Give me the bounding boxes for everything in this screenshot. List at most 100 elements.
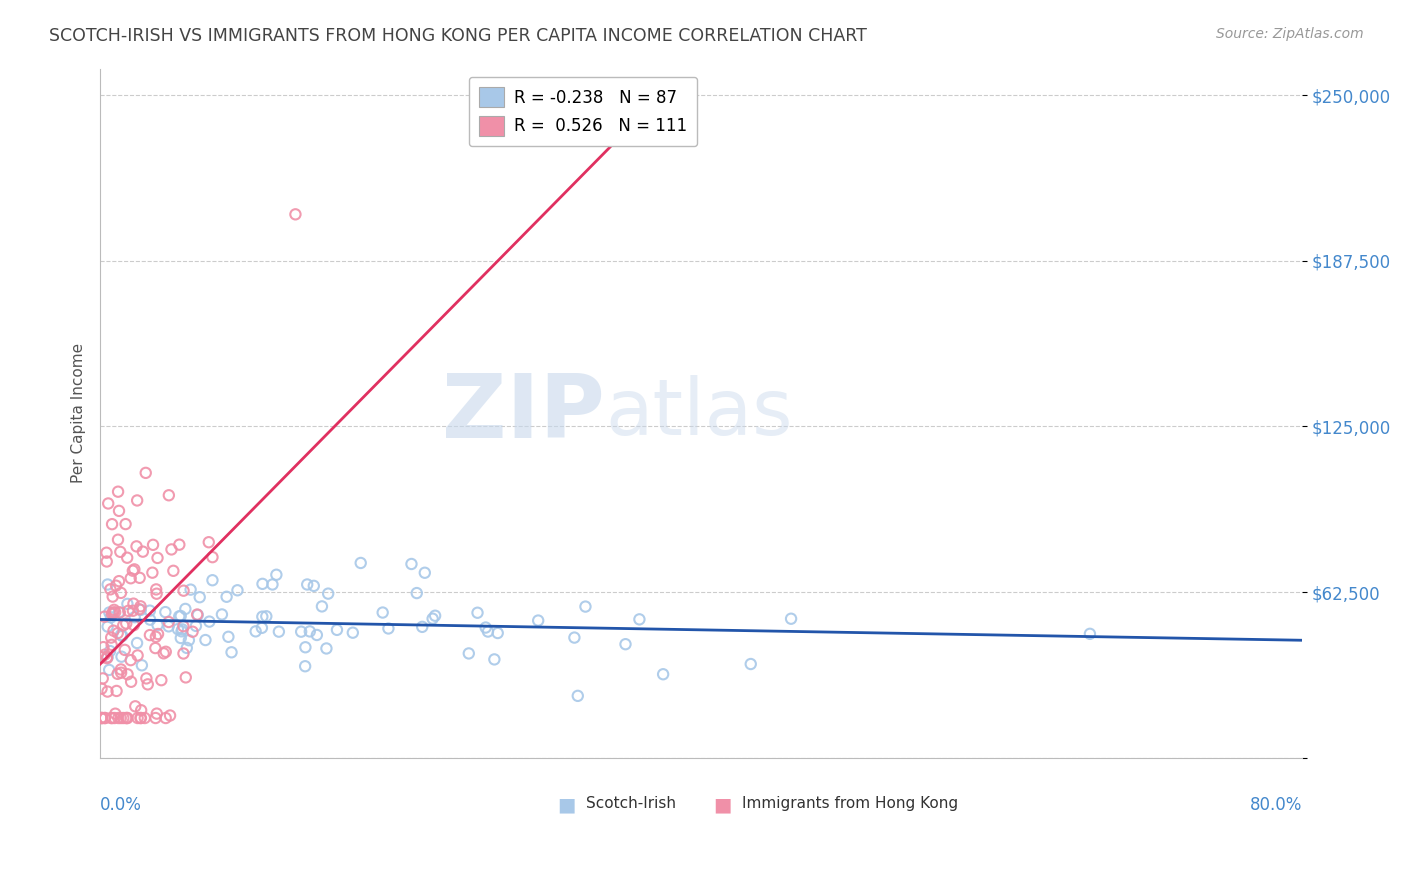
Text: atlas: atlas: [605, 376, 793, 451]
Point: [96, 554, 118, 568]
Point: [94, 711, 117, 725]
Point: [486, 626, 509, 640]
Point: [413, 566, 436, 580]
Text: Source: ZipAtlas.com: Source: ZipAtlas.com: [1216, 27, 1364, 41]
Point: [157, 619, 180, 633]
Point: [139, 604, 162, 618]
Point: [94, 711, 117, 725]
Point: [111, 629, 134, 643]
Point: [110, 586, 132, 600]
Point: [96, 684, 118, 698]
Point: [93, 640, 115, 654]
Point: [484, 652, 506, 666]
Point: [150, 673, 173, 688]
Point: [146, 550, 169, 565]
Point: [172, 623, 194, 637]
Point: [127, 493, 149, 508]
Point: [567, 689, 589, 703]
Point: [302, 579, 325, 593]
Point: [94, 648, 117, 662]
Point: [110, 711, 132, 725]
Point: [122, 597, 145, 611]
Point: [97, 619, 120, 633]
Point: [174, 602, 197, 616]
Point: [117, 604, 139, 618]
Point: [172, 647, 194, 661]
Point: [98, 644, 121, 658]
Point: [129, 703, 152, 717]
Point: [114, 643, 136, 657]
Point: [180, 582, 202, 597]
Point: [194, 633, 217, 648]
Point: [145, 587, 167, 601]
Point: [201, 550, 224, 565]
Point: [131, 658, 153, 673]
Point: [108, 606, 131, 620]
Point: [145, 711, 167, 725]
Point: [405, 586, 427, 600]
Point: [152, 646, 174, 660]
Point: [96, 650, 118, 665]
Point: [135, 672, 157, 686]
Point: [115, 616, 138, 631]
Point: [112, 711, 135, 725]
Point: [377, 622, 399, 636]
Point: [110, 665, 132, 680]
Point: [103, 711, 125, 725]
Point: [129, 599, 152, 614]
Point: [142, 538, 165, 552]
Point: [124, 610, 146, 624]
Point: [170, 624, 193, 639]
Point: [170, 631, 193, 645]
Y-axis label: Per Capita Income: Per Capita Income: [72, 343, 86, 483]
Point: [305, 628, 328, 642]
Point: [103, 603, 125, 617]
Point: [139, 628, 162, 642]
Point: [155, 645, 177, 659]
Point: [628, 612, 651, 626]
Point: [135, 466, 157, 480]
Point: [97, 650, 120, 665]
Point: [146, 627, 169, 641]
Point: [132, 544, 155, 558]
Point: [128, 602, 150, 616]
Point: [457, 647, 479, 661]
Point: [422, 612, 444, 626]
Point: [100, 638, 122, 652]
Point: [114, 517, 136, 532]
Text: SCOTCH-IRISH VS IMMIGRANTS FROM HONG KONG PER CAPITA INCOME CORRELATION CHART: SCOTCH-IRISH VS IMMIGRANTS FROM HONG KON…: [49, 27, 868, 45]
Point: [226, 583, 249, 598]
Point: [211, 607, 233, 622]
Point: [105, 579, 128, 593]
Point: [108, 606, 131, 620]
Point: [201, 573, 224, 587]
Point: [780, 612, 803, 626]
Point: [139, 613, 162, 627]
Text: ■: ■: [713, 796, 731, 814]
Point: [122, 604, 145, 618]
Point: [564, 631, 586, 645]
Point: [121, 564, 143, 578]
Point: [252, 577, 274, 591]
Text: 80.0%: 80.0%: [1250, 796, 1302, 814]
Point: [90, 711, 112, 725]
Point: [315, 641, 337, 656]
Point: [90, 650, 112, 665]
Point: [108, 504, 131, 518]
Point: [141, 566, 163, 580]
Point: [401, 557, 423, 571]
Point: [170, 609, 193, 624]
Point: [90, 711, 112, 725]
Point: [350, 556, 373, 570]
Point: [129, 711, 152, 725]
Point: [162, 564, 184, 578]
Point: [177, 633, 200, 648]
Point: [120, 674, 142, 689]
Point: [145, 582, 167, 597]
Point: [127, 711, 149, 725]
Point: [103, 624, 125, 638]
Point: [107, 711, 129, 725]
Point: [100, 711, 122, 725]
Point: [167, 622, 190, 636]
Point: [284, 207, 307, 221]
